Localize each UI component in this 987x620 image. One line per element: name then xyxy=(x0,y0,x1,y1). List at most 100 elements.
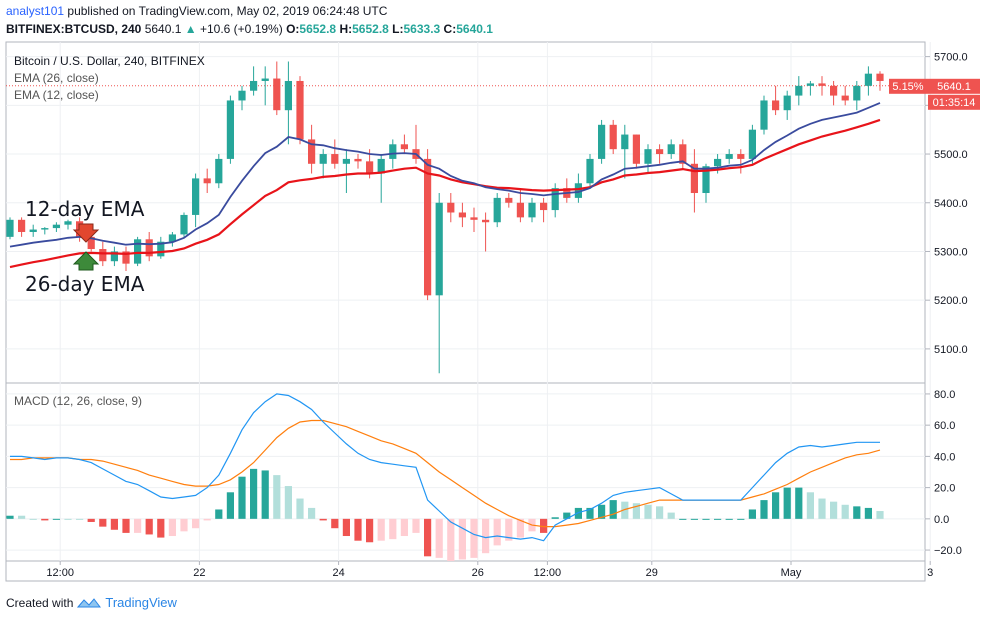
macd-tick-label: 40.0 xyxy=(934,451,955,463)
candle-body xyxy=(435,202,443,296)
histogram-bar xyxy=(482,518,490,554)
macd-tick-label: −20.0 xyxy=(934,545,962,557)
histogram-bar xyxy=(354,518,362,541)
price-change: +10.6 (+0.19%) xyxy=(199,22,283,36)
candle-body xyxy=(354,158,362,162)
candle-body xyxy=(64,221,72,225)
legend-ema12[interactable]: EMA (12, close) xyxy=(14,88,99,102)
candle-body xyxy=(6,219,14,237)
price-tick-label: 5700.0 xyxy=(934,52,968,64)
candle-body xyxy=(192,178,200,215)
price-tag: 5640.1 xyxy=(937,81,971,93)
arrow-down-icon xyxy=(72,223,100,243)
histogram-bar xyxy=(6,515,14,519)
candle-body xyxy=(215,158,223,184)
candle-body xyxy=(505,197,513,203)
candle-body xyxy=(725,154,733,159)
candle-body xyxy=(632,134,640,164)
histogram-bar xyxy=(714,518,722,520)
macd-line xyxy=(10,393,880,542)
histogram-bar xyxy=(690,518,698,520)
macd-tick-label: 20.0 xyxy=(934,483,955,495)
candle-body xyxy=(772,100,780,111)
chart-title: Bitcoin / U.S. Dollar, 240, BITFINEX xyxy=(14,54,205,68)
candle-body xyxy=(157,241,165,257)
histogram-bar xyxy=(667,512,675,519)
candle-body xyxy=(551,188,559,211)
candle-body xyxy=(830,85,838,96)
histogram-bar xyxy=(180,518,188,532)
ohlc-line: BITFINEX:BTCUSD, 240 5640.1 ▲ +10.6 (+0.… xyxy=(6,22,493,36)
histogram-bar xyxy=(273,475,281,519)
candle-body xyxy=(679,144,687,164)
candle-body xyxy=(598,124,606,159)
candle-body xyxy=(656,149,664,155)
candle-body xyxy=(841,95,849,101)
macd-histogram xyxy=(6,468,884,561)
histogram-bar xyxy=(226,492,234,519)
candle-body xyxy=(760,100,768,130)
histogram-bar xyxy=(795,487,803,519)
candles xyxy=(6,61,884,374)
histogram-bar xyxy=(563,512,571,519)
histogram-bar xyxy=(18,515,26,519)
histogram-bar xyxy=(876,511,884,519)
histogram-bar xyxy=(400,518,408,537)
candle-body xyxy=(783,95,791,111)
candle-body xyxy=(168,234,176,242)
histogram-bar xyxy=(250,468,258,519)
legend-ema26[interactable]: EMA (26, close) xyxy=(14,71,99,85)
histogram-bar xyxy=(458,518,466,560)
candle-body xyxy=(296,80,304,140)
candle-body xyxy=(540,202,548,211)
candle-body xyxy=(528,202,536,218)
price-tick-label: 5300.0 xyxy=(934,246,968,258)
price-tick-label: 5400.0 xyxy=(934,198,968,210)
macd-lines xyxy=(10,393,881,542)
candle-body xyxy=(714,158,722,167)
time-tick-label: 26 xyxy=(472,567,484,579)
candle-body xyxy=(99,249,107,262)
time-tick-label: 29 xyxy=(646,567,658,579)
macd-axis[interactable]: −20.0 0.0 20.0 40.0 60.0 80.0 xyxy=(925,389,962,557)
histogram-bar xyxy=(853,506,861,519)
ema12-line xyxy=(9,102,881,248)
histogram-bar xyxy=(598,504,606,519)
histogram-bar xyxy=(679,518,687,520)
histogram-bar xyxy=(424,518,432,557)
candle-body xyxy=(748,129,756,159)
candle-body xyxy=(516,202,524,218)
author-link[interactable]: analyst101 xyxy=(6,4,65,18)
time-axis[interactable]: 12:00 22 24 26 12:00 29 May 3 xyxy=(46,561,933,579)
candle-body xyxy=(574,183,582,198)
candle-body xyxy=(273,78,281,111)
histogram-bar xyxy=(470,518,478,558)
low-label: L: xyxy=(392,22,404,36)
candle-body xyxy=(342,158,350,164)
last-price-tag: 5.15% 5640.1 01:35:14 xyxy=(889,78,980,110)
candle-body xyxy=(702,166,710,194)
candle-body xyxy=(400,144,408,150)
chart-frame xyxy=(5,41,926,582)
time-tick-label: 12:00 xyxy=(534,567,562,579)
histogram-bar xyxy=(52,518,60,520)
histogram-bar xyxy=(192,518,200,529)
candle-body xyxy=(203,178,211,184)
histogram-bar xyxy=(145,518,153,535)
price-tick-label: 5100.0 xyxy=(934,344,968,356)
candle-body xyxy=(806,83,814,86)
histogram-bar xyxy=(238,476,246,519)
macd-legend[interactable]: MACD (12, 26, close, 9) xyxy=(14,394,142,408)
candle-body xyxy=(377,158,385,174)
histogram-bar xyxy=(157,518,165,538)
tradingview-brand[interactable]: TradingView xyxy=(105,595,177,610)
grid xyxy=(6,42,931,561)
histogram-bar xyxy=(342,518,350,537)
candle-body xyxy=(389,144,397,159)
histogram-bar xyxy=(864,507,872,519)
histogram-bar xyxy=(574,507,582,519)
publish-info: published on TradingView.com, May 02, 20… xyxy=(67,4,388,18)
histogram-bar xyxy=(331,518,339,529)
symbol-label: BITFINEX:BTCUSD, 240 xyxy=(6,22,142,36)
